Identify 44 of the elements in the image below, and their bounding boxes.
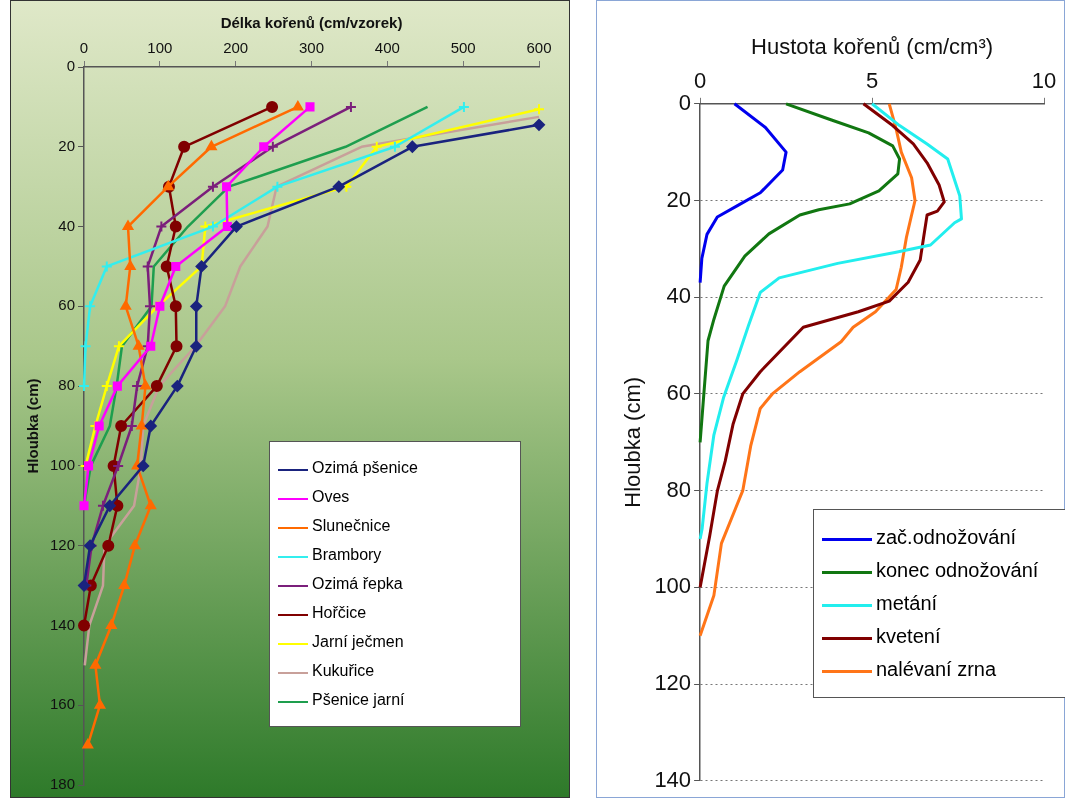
legend-label: Hořčice [312,604,367,622]
legend-label: nalévaní zrna [876,658,997,681]
legend-label: Kukuřice [312,662,375,680]
y-tick-label: 140 [50,615,76,633]
y-tick-label: 140 [654,766,692,792]
legend-label: zač.odnožování [876,526,1017,549]
y-axis-title: Hloubka (cm) [620,376,646,508]
y-tick-label: 180 [50,775,76,793]
y-tick-label: 60 [666,380,692,406]
x-axis-title: Hustota kořenů (cm/cm³) [751,34,994,60]
y-tick-label: 120 [50,535,76,553]
y-tick-label: 40 [666,283,692,309]
y-tick-label: 100 [50,456,76,474]
y-tick-label: 80 [666,476,692,502]
x-tick-label: 300 [299,39,325,57]
x-tick-label: 0 [79,39,89,57]
legend-label: konec odnožování [876,559,1039,582]
y-tick-label: 20 [58,136,76,154]
x-axis-title: Délka kořenů (cm/vzorek) [220,14,403,32]
y-tick-label: 120 [654,670,692,696]
y-tick-label: 80 [58,376,76,394]
x-tick-label: 100 [147,39,173,57]
y-tick-label: 20 [666,186,692,212]
x-tick-label: 500 [450,39,476,57]
y-tick-label: 160 [50,695,76,713]
y-tick-label: 0 [678,89,692,115]
y-axis-title: Hloubka (cm) [24,378,42,474]
legend-label: Brambory [312,546,382,564]
legend-label: Jarní ječmen [312,633,404,651]
x-tick-label: 400 [374,39,400,57]
y-tick-label: 100 [654,573,692,599]
legend-label: Oves [312,488,350,506]
legend-label: Pšenice jarní [312,691,405,709]
x-tick-label: 200 [223,39,249,57]
legend-label: Ozimá řepka [312,575,403,593]
y-tick-label: 60 [58,296,76,314]
x-tick-label: 600 [526,39,552,57]
legend-label: Slunečnice [312,517,391,535]
legend-label: metání [876,592,938,615]
x-tick-label: 10 [1031,67,1057,93]
x-tick-label: 5 [865,67,879,93]
legend-label: Ozimá pšenice [312,459,418,477]
y-tick-label: 40 [58,216,76,234]
legend-label: kvetení [876,625,941,648]
